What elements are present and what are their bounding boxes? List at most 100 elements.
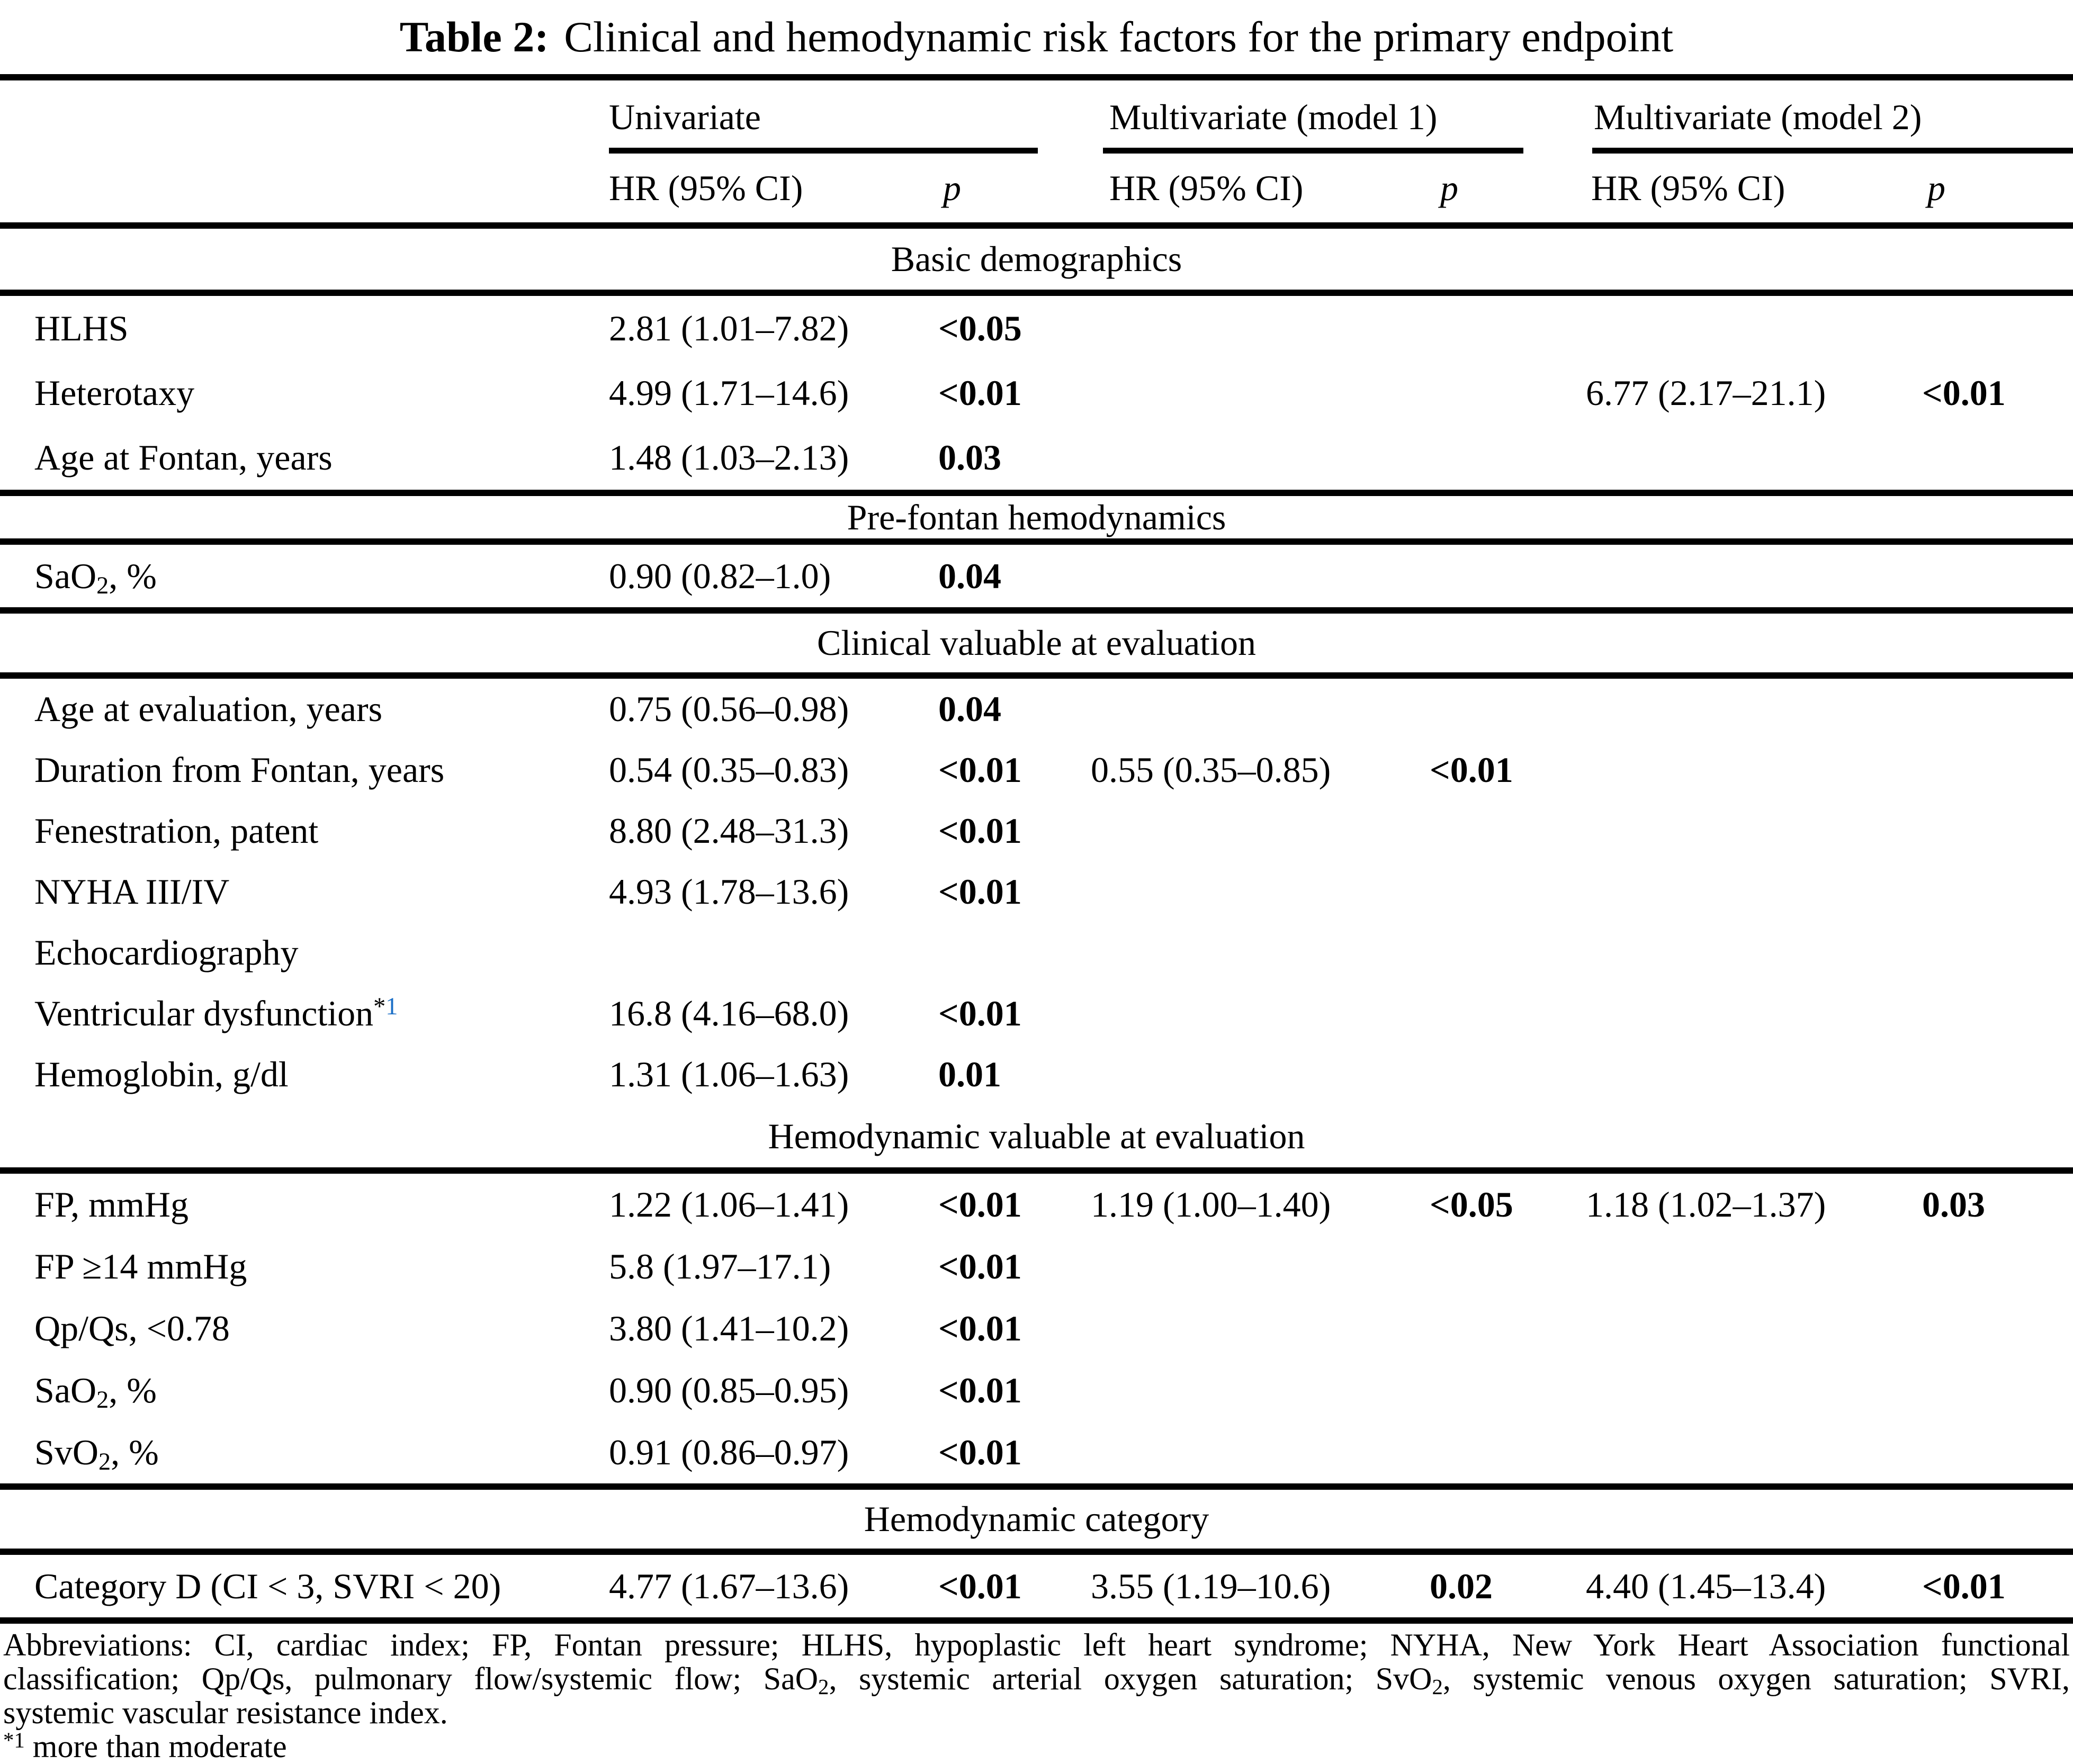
section-header-clinical-valuable: Clinical valuable at evaluation	[817, 623, 1256, 663]
cell-model2-hr: 1.18 (1.02–1.37)	[1586, 1184, 1826, 1225]
group-underline	[609, 148, 1038, 154]
cell-model1-hr: 0.55 (0.35–0.85)	[1091, 750, 1331, 790]
section-rule	[0, 1549, 2073, 1555]
cell-univariate-hr: 3.80 (1.41–10.2)	[609, 1308, 849, 1348]
cell-univariate-hr: 5.8 (1.97–17.1)	[609, 1246, 831, 1286]
row-label: Heterotaxy	[34, 372, 195, 413]
table-row: SvO2, % 0.91 (0.86–0.97) <0.01	[0, 1421, 2073, 1483]
footnotes: Abbreviations: CI, cardiac index; FP, Fo…	[0, 1624, 2073, 1763]
cell-model2-p: <0.01	[1922, 1565, 2006, 1606]
cell-univariate-hr: 4.93 (1.78–13.6)	[609, 871, 849, 912]
section-rule	[0, 1167, 2073, 1174]
section-header-pre-fontan-hemodynamics: Pre-fontan hemodynamics	[847, 497, 1226, 537]
row-label: FP, mmHg	[34, 1184, 189, 1225]
cell-univariate-hr: 4.99 (1.71–14.6)	[609, 372, 849, 413]
row-label: SvO2, %	[34, 1432, 159, 1476]
bottom-rule	[0, 1617, 2073, 1624]
cell-model2-hr: 4.40 (1.45–13.4)	[1586, 1565, 1826, 1606]
table-title-text: Clinical and hemodynamic risk factors fo…	[564, 13, 1674, 61]
cell-univariate-hr: 1.48 (1.03–2.13)	[609, 437, 849, 478]
table-row: Echocardiography	[0, 922, 2073, 983]
cell-univariate-p: <0.01	[938, 871, 1022, 912]
section-hemodynamic-valuable: FP, mmHg 1.22 (1.06–1.41) <0.01 1.19 (1.…	[0, 1174, 2073, 1483]
cell-univariate-p: <0.01	[938, 1432, 1022, 1472]
table-row: FP, mmHg 1.22 (1.06–1.41) <0.01 1.19 (1.…	[0, 1174, 2073, 1236]
cell-univariate-p: <0.01	[938, 811, 1022, 851]
p-header-univariate: p	[943, 167, 961, 208]
cell-model1-p: 0.02	[1430, 1565, 1493, 1606]
abbreviations-line-3: systemic vascular resistance index.	[3, 1695, 448, 1730]
cell-univariate-hr: 2.81 (1.01–7.82)	[609, 308, 849, 348]
section-header-basic-demographics: Basic demographics	[891, 239, 1182, 279]
table-number-label: Table 2:	[399, 13, 549, 61]
row-label: SaO2, %	[34, 1370, 157, 1414]
cell-univariate-hr: 16.8 (4.16–68.0)	[609, 993, 849, 1033]
table-row: Qp/Qs, <0.78 3.80 (1.41–10.2) <0.01	[0, 1298, 2073, 1360]
cell-univariate-hr: 1.22 (1.06–1.41)	[609, 1184, 849, 1225]
table-row: Duration from Fontan, years 0.54 (0.35–0…	[0, 740, 2073, 800]
cell-model2-p: <0.01	[1922, 372, 2006, 413]
cell-univariate-hr: 0.91 (0.86–0.97)	[609, 1432, 849, 1472]
section-hemodynamic-category: Category D (CI < 3, SVRI < 20) 4.77 (1.6…	[0, 1555, 2073, 1617]
row-label: Fenestration, patent	[34, 811, 319, 851]
table-row: SaO2, % 0.90 (0.85–0.95) <0.01	[0, 1360, 2073, 1421]
top-rule	[0, 74, 2073, 80]
cell-univariate-hr: 4.77 (1.67–13.6)	[609, 1565, 849, 1606]
cell-model2-hr: 6.77 (2.17–21.1)	[1586, 372, 1826, 413]
cell-univariate-p: <0.01	[938, 1565, 1022, 1606]
cell-univariate-hr: 8.80 (2.48–31.3)	[609, 811, 849, 851]
p-header-model1: p	[1440, 167, 1458, 208]
table-row: Heterotaxy 4.99 (1.71–14.6) <0.01 6.77 (…	[0, 361, 2073, 425]
group-header-multivariate-2: Multivariate (model 2)	[1573, 80, 2073, 154]
cell-model1-hr: 3.55 (1.19–10.6)	[1091, 1565, 1331, 1606]
table-row: Age at Fontan, years 1.48 (1.03–2.13) 0.…	[0, 425, 2073, 490]
cell-univariate-hr: 0.75 (0.56–0.98)	[609, 689, 849, 729]
cell-univariate-p: <0.05	[938, 308, 1022, 348]
row-label: NYHA III/IV	[34, 871, 230, 912]
cell-univariate-hr: 1.31 (1.06–1.63)	[609, 1054, 849, 1094]
section-rule	[0, 1483, 2073, 1490]
group-header-multivariate-1: Multivariate (model 1)	[1091, 80, 1573, 154]
section-rule	[0, 538, 2073, 545]
p-header-model2: p	[1927, 167, 1945, 208]
group-underline	[1592, 148, 2073, 154]
section-rule	[0, 490, 2073, 496]
table-row: NYHA III/IV 4.93 (1.78–13.6) <0.01	[0, 861, 2073, 922]
section-rule	[0, 607, 2073, 614]
hr-ci-header-model1: HR (95% CI)	[1109, 167, 1304, 208]
row-label: Hemoglobin, g/dl	[34, 1054, 289, 1094]
row-label: FP ≥14 mmHg	[34, 1246, 247, 1286]
row-label: Echocardiography	[34, 932, 299, 973]
cell-univariate-p: <0.01	[938, 993, 1022, 1033]
column-group-header-row: Univariate Multivariate (model 1) Multiv…	[0, 80, 2073, 154]
header-rule	[0, 222, 2073, 229]
section-basic-demographics: HLHS 2.81 (1.01–7.82) <0.05 Heterotaxy 4…	[0, 296, 2073, 490]
table-row: Category D (CI < 3, SVRI < 20) 4.77 (1.6…	[0, 1555, 2073, 1617]
table-row: Fenestration, patent 8.80 (2.48–31.3) <0…	[0, 800, 2073, 861]
cell-univariate-p: <0.01	[938, 1246, 1022, 1286]
table-row: HLHS 2.81 (1.01–7.82) <0.05	[0, 296, 2073, 361]
row-label: Ventricular dysfunction*1	[34, 993, 398, 1033]
abbreviations-line-2: classification; Qp/Qs, pulmonary flow/sy…	[3, 1661, 2070, 1699]
row-label: HLHS	[34, 308, 129, 348]
cell-model1-p: <0.05	[1430, 1184, 1513, 1225]
table-row: Age at evaluation, years 0.75 (0.56–0.98…	[0, 679, 2073, 740]
cell-model1-hr: 1.19 (1.00–1.40)	[1091, 1184, 1331, 1225]
section-rule	[0, 672, 2073, 679]
section-pre-fontan-hemodynamics: SaO2, % 0.90 (0.82–1.0) 0.04	[0, 545, 2073, 607]
table-row: FP ≥14 mmHg 5.8 (1.97–17.1) <0.01	[0, 1236, 2073, 1298]
row-label: Qp/Qs, <0.78	[34, 1308, 230, 1348]
spacer-cell	[0, 80, 609, 154]
cell-univariate-p: <0.01	[938, 1308, 1022, 1348]
table-row: Ventricular dysfunction*1 16.8 (4.16–68.…	[0, 983, 2073, 1044]
hr-ci-header-univariate: HR (95% CI)	[609, 167, 803, 208]
section-header-hemodynamic-valuable: Hemodynamic valuable at evaluation	[768, 1115, 1305, 1156]
cell-model1-p: <0.01	[1430, 750, 1513, 790]
cell-univariate-p: <0.01	[938, 1184, 1022, 1225]
cell-univariate-p: 0.04	[938, 555, 1001, 596]
footnote-more-than-moderate: *1 more than moderate	[3, 1728, 287, 1764]
row-label: Age at evaluation, years	[34, 689, 383, 729]
table-row: Hemoglobin, g/dl 1.31 (1.06–1.63) 0.01	[0, 1044, 2073, 1105]
section-header-hemodynamic-category: Hemodynamic category	[864, 1499, 1209, 1539]
